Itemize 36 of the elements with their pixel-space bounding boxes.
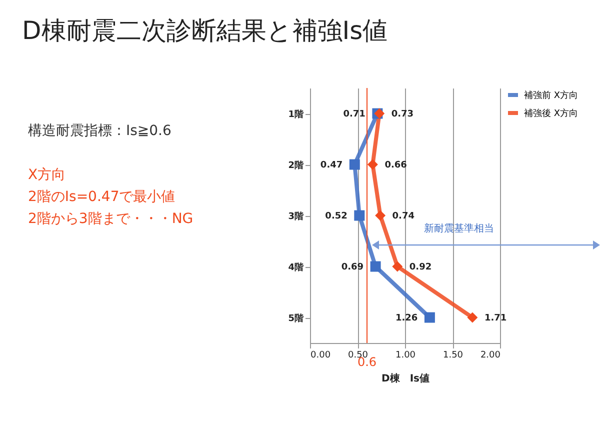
point [349,159,360,170]
point [467,312,478,323]
x-tick-label: 1.50 [442,350,464,360]
data-label: 1.26 [395,314,418,324]
data-label: 0.74 [392,212,415,222]
data-label: 0.66 [384,160,407,170]
data-label: 0.92 [409,262,432,272]
text: 2階から3階まで・・・NG [28,210,194,229]
annotation: 新耐震基準相当 [424,222,494,234]
text: 2階のIs=0.47で最小値 [28,188,176,207]
text: 構造耐震指標：Is≧0.6 [28,122,172,141]
data-label: 1.71 [484,314,507,324]
x-axis-title: D棟 Is値 [382,372,430,384]
point [392,261,403,272]
chart-title: D棟耐震二次診断結果と補強Is値 [22,15,388,47]
point [424,312,435,323]
data-label: 0.71 [343,110,366,120]
point [370,261,381,272]
point [375,210,386,221]
x-tick-label: 1.00 [395,350,416,360]
legend-label: 補強前 X方向 [524,90,578,101]
data-label: 0.52 [325,212,348,222]
y-tick-label: 4階 [288,262,304,273]
point [354,210,365,221]
x-tick-label: 2.00 [480,350,501,360]
x-tick-label: 0.00 [310,350,331,360]
y-tick-label: 5階 [288,313,304,324]
y-tick-label: 1階 [288,109,304,120]
point [367,159,378,170]
legend-label: 補強後 X方向 [524,108,578,119]
data-label: 0.47 [320,160,343,170]
data-label: 0.69 [341,262,364,272]
y-tick-label: 2階 [288,160,304,171]
data-label: 0.73 [391,110,414,120]
text: X方向 [28,166,67,185]
y-tick-label: 3階 [288,211,304,222]
